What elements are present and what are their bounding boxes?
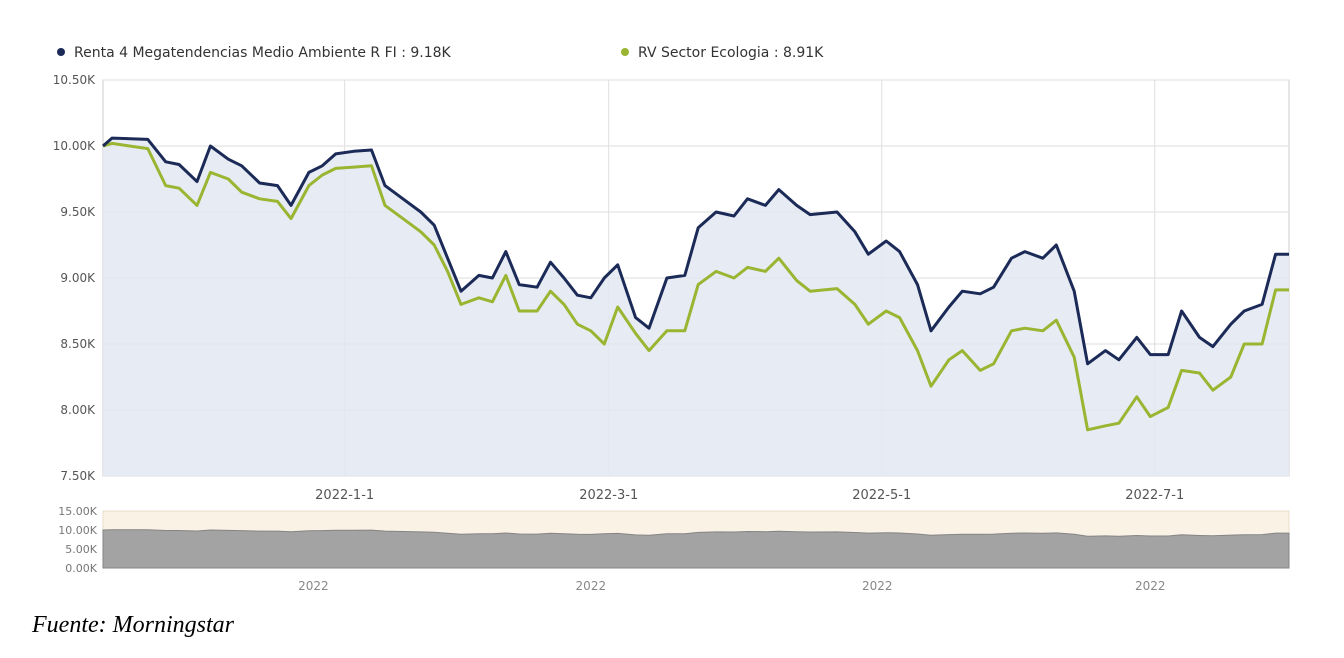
y-tick-label: 8.50K bbox=[60, 337, 96, 351]
navigator-x-tick-label: 2022 bbox=[298, 579, 329, 593]
legend-label-series-2[interactable]: RV Sector Ecologia : 8.91K bbox=[638, 45, 824, 61]
navigator-y-tick-label: 15.00K bbox=[58, 505, 97, 518]
x-tick-label: 2022-7-1 bbox=[1125, 488, 1184, 503]
series-area-fill bbox=[103, 138, 1289, 476]
y-axis: 10.50K 10.00K 9.50K 9.00K 8.50K 8.00K 7.50K bbox=[53, 73, 96, 483]
y-tick-label: 9.00K bbox=[60, 271, 96, 285]
legend-marker-series-2 bbox=[621, 48, 629, 56]
navigator[interactable]: 15.00K 10.00K 5.00K 0.00K 2022 2022 2022 2022 bbox=[58, 505, 1290, 593]
navigator-y-tick-label: 10.00K bbox=[58, 524, 97, 537]
y-tick-label: 10.50K bbox=[53, 73, 96, 87]
y-tick-label: 8.00K bbox=[60, 403, 96, 417]
navigator-x-tick-label: 2022 bbox=[576, 579, 607, 593]
x-tick-label: 2022-1-1 bbox=[315, 488, 374, 503]
series-line-2 bbox=[102, 141, 1289, 432]
navigator-y-axis: 15.00K 10.00K 5.00K 0.00K bbox=[58, 505, 97, 575]
x-tick-label: 2022-5-1 bbox=[852, 488, 911, 503]
y-tick-label: 9.50K bbox=[60, 205, 96, 219]
legend-label-series-1[interactable]: Renta 4 Megatendencias Medio Ambiente R … bbox=[74, 45, 452, 61]
x-axis: 2022-1-1 2022-3-1 2022-5-1 2022-7-1 bbox=[315, 488, 1184, 503]
navigator-x-tick-label: 2022 bbox=[862, 579, 893, 593]
y-tick-label: 10.00K bbox=[53, 139, 96, 153]
legend-marker-series-1 bbox=[57, 48, 65, 56]
legend: Renta 4 Megatendencias Medio Ambiente R … bbox=[57, 45, 824, 61]
series-line-1 bbox=[102, 136, 1289, 366]
source-caption: Fuente: Morningstar bbox=[32, 612, 234, 638]
navigator-area bbox=[102, 529, 1290, 569]
navigator-x-tick-label: 2022 bbox=[1135, 579, 1166, 593]
navigator-y-tick-label: 5.00K bbox=[65, 543, 97, 556]
series-group bbox=[102, 136, 1289, 476]
navigator-x-axis: 2022 2022 2022 2022 bbox=[298, 579, 1165, 593]
x-tick-label: 2022-3-1 bbox=[579, 488, 638, 503]
y-tick-label: 7.50K bbox=[60, 469, 96, 483]
navigator-y-tick-label: 0.00K bbox=[65, 562, 97, 575]
